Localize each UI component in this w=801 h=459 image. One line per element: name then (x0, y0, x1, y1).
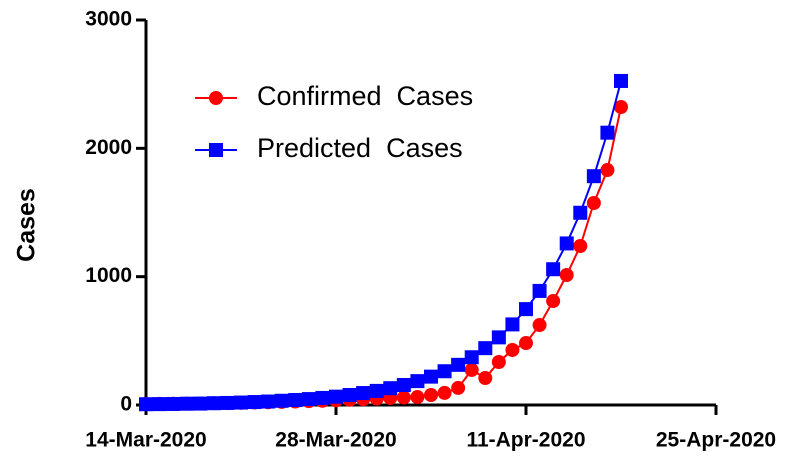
data-point (247, 395, 262, 410)
data-point (532, 318, 547, 333)
data-point (356, 386, 371, 401)
data-point (261, 394, 276, 409)
y-tick-label: 1000 (85, 264, 132, 287)
data-point (396, 377, 411, 392)
data-point (220, 395, 235, 410)
data-point (614, 73, 628, 88)
data-point (464, 362, 479, 377)
series-line (145, 80, 622, 406)
data-point (410, 390, 425, 405)
data-point (614, 100, 628, 115)
data-point (600, 163, 615, 178)
data-point (519, 336, 533, 351)
data-point (396, 390, 411, 405)
data-point (193, 396, 208, 411)
data-point (410, 374, 425, 389)
y-tick-label: 0 (120, 393, 132, 416)
legend-label: Predicted Cases (257, 133, 463, 163)
x-tick-label: 25-Apr-2020 (656, 429, 776, 452)
y-tick-label: 2000 (85, 136, 132, 159)
data-point (451, 357, 466, 372)
x-tick-label: 28-Mar-2020 (275, 429, 396, 452)
data-point (329, 389, 343, 404)
data-point (464, 350, 479, 365)
data-point (301, 392, 316, 407)
data-point (573, 238, 588, 253)
legend-label: Confirmed Cases (257, 81, 473, 111)
data-point (424, 387, 438, 402)
data-point (369, 383, 384, 398)
data-point (478, 341, 493, 356)
data-point (451, 380, 466, 395)
data-point (519, 302, 533, 317)
data-point (274, 393, 289, 408)
data-point (586, 196, 601, 211)
data-point (206, 396, 221, 411)
data-point (437, 364, 452, 379)
data-point (424, 369, 438, 384)
legend-marker (209, 91, 223, 105)
data-point (559, 267, 574, 282)
data-point (152, 397, 167, 412)
legend-marker (209, 143, 223, 157)
x-tick-label: 14-Mar-2020 (85, 429, 206, 452)
data-point (437, 385, 452, 400)
data-point (491, 330, 506, 345)
data-point (586, 169, 601, 184)
data-point (573, 205, 588, 220)
data-point (179, 396, 194, 411)
y-tick-label: 3000 (85, 8, 132, 31)
data-point (288, 392, 303, 407)
x-tick-label: 11-Apr-2020 (466, 429, 585, 452)
data-point (505, 317, 520, 332)
data-point (546, 294, 561, 309)
data-point (166, 396, 181, 411)
data-point (546, 262, 561, 277)
data-point (478, 371, 493, 386)
data-point (315, 390, 330, 405)
data-point (559, 236, 574, 251)
data-point (600, 125, 615, 140)
y-axis-label: Cases (13, 188, 41, 262)
data-point (505, 342, 520, 357)
data-point (139, 397, 153, 412)
data-point (234, 395, 248, 410)
data-point (532, 283, 547, 298)
data-point (491, 355, 506, 370)
data-point (383, 381, 398, 396)
data-point (342, 387, 357, 402)
